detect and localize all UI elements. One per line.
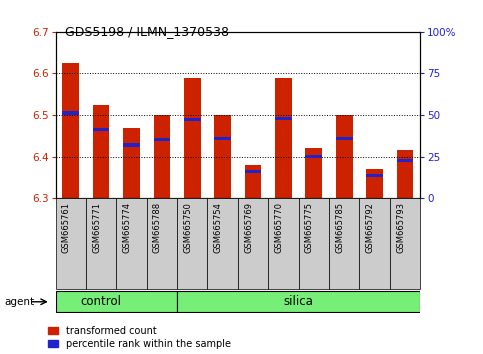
Bar [298,198,329,289]
Text: GSM665774: GSM665774 [123,202,131,253]
Bar [93,128,110,131]
Text: control: control [81,295,122,308]
Text: GSM665785: GSM665785 [335,202,344,253]
Legend: transformed count, percentile rank within the sample: transformed count, percentile rank withi… [48,326,231,349]
Text: agent: agent [5,297,35,307]
Bar [86,198,116,289]
Bar [366,174,383,177]
Bar [245,165,261,198]
Bar [390,198,420,289]
Bar [366,169,383,198]
Text: GDS5198 / ILMN_1370538: GDS5198 / ILMN_1370538 [65,25,229,38]
Text: GSM665770: GSM665770 [274,202,284,253]
Text: GSM665788: GSM665788 [153,202,162,253]
Text: GSM665771: GSM665771 [92,202,101,253]
Bar [275,117,292,120]
Bar [123,129,140,198]
Bar [93,105,110,198]
Bar [305,155,322,158]
Bar [116,198,147,289]
Bar [56,198,86,289]
Bar [268,198,298,289]
Bar [56,291,177,312]
Text: GSM665775: GSM665775 [305,202,314,253]
Bar [123,143,140,147]
Bar [177,198,208,289]
Text: GSM665761: GSM665761 [62,202,71,253]
Bar [62,63,79,198]
Bar [305,148,322,198]
Text: silica: silica [284,295,313,308]
Text: GSM665750: GSM665750 [183,202,192,253]
Bar [397,159,413,162]
Text: GSM665754: GSM665754 [213,202,223,253]
Bar [177,291,420,312]
Bar [147,198,177,289]
Bar [154,115,170,198]
Bar [214,115,231,198]
Bar [154,137,170,141]
Bar [245,170,261,173]
Text: GSM665793: GSM665793 [396,202,405,253]
Bar [62,111,79,115]
Bar [184,118,200,121]
Bar [359,198,390,289]
Bar [208,198,238,289]
Bar [336,137,353,141]
Bar [397,150,413,198]
Bar [336,115,353,198]
Bar [329,198,359,289]
Bar [184,78,200,198]
Text: GSM665792: GSM665792 [366,202,375,253]
Bar [275,78,292,198]
Bar [214,137,231,141]
Bar [238,198,268,289]
Text: GSM665769: GSM665769 [244,202,253,253]
